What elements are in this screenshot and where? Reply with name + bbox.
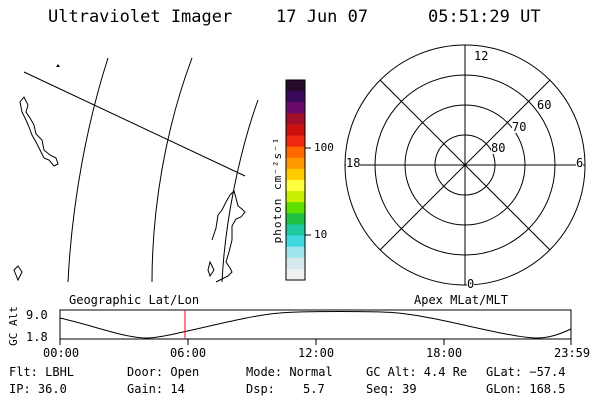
colorbar-cell — [286, 246, 305, 259]
date-label: 17 Jun 07 — [276, 7, 369, 27]
mlt-line-diag — [379, 79, 551, 251]
colorbar-cell — [286, 168, 305, 181]
colorbar-cell — [286, 91, 305, 103]
glat-status: GLat: −57.4 — [486, 365, 566, 379]
coastline — [211, 190, 246, 283]
colorbar-cell — [286, 202, 305, 214]
colorbar-cell — [286, 102, 305, 114]
colorbar-cell — [286, 157, 305, 170]
colorbar-cell — [286, 224, 305, 237]
door-status: Door: Open — [127, 365, 200, 379]
colorbar-cell — [286, 191, 305, 203]
timeline-frame — [59, 309, 572, 340]
mlt-label-0: 0 — [467, 277, 475, 291]
glon-status: GLon: 168.5 — [486, 382, 566, 396]
mlt-label-18: 18 — [346, 156, 361, 170]
colorbar-cell — [286, 257, 305, 270]
timeline-tick-label: 18:00 — [426, 346, 463, 360]
coastline — [19, 96, 59, 167]
lat-label-60: 60 — [537, 98, 552, 112]
colorbar-cell — [286, 113, 305, 126]
colorbar-cell — [286, 268, 305, 281]
colorbar-tick-label: 10 — [314, 228, 328, 241]
colorbar-cell — [286, 124, 305, 137]
map-grid-line — [67, 57, 109, 283]
colorbar-cell — [286, 235, 305, 248]
seq-status: Seq: 39 — [366, 382, 417, 396]
dsp-value: 5.7 — [303, 382, 325, 396]
map-grid-line — [151, 57, 193, 283]
colorbar-cell — [286, 180, 305, 192]
map-marker — [56, 64, 60, 67]
gc-alt-status: GC Alt: 4.4 Re — [366, 365, 468, 379]
dsp-label: Dsp: — [246, 382, 275, 396]
map-grid-line — [221, 99, 259, 283]
timeline-tick-label: 06:00 — [170, 346, 207, 360]
lat-label-70: 70 — [512, 120, 527, 134]
timeline-tick-label: 12:00 — [298, 346, 335, 360]
timeline-right-label: Apex MLat/MLT — [414, 293, 508, 307]
mode-status: Mode: Normal — [246, 365, 333, 379]
colorbar-gradient — [286, 80, 305, 281]
colorbar-cell — [286, 213, 305, 226]
filter-status: Flt: LBHL — [9, 365, 75, 379]
altitude-curve — [59, 311, 572, 339]
mlt-label-12: 12 — [474, 49, 489, 63]
mlt-label-6: 6 — [576, 156, 584, 170]
timeline-tick-label: 23:59 — [554, 346, 591, 360]
colorbar-cell — [286, 146, 305, 159]
ip-status: IP: 36.0 — [9, 382, 67, 396]
instrument-title: Ultraviolet Imager — [48, 7, 233, 27]
colorbar-cell — [286, 80, 305, 92]
colorbar-tick-label: 100 — [314, 141, 334, 154]
timeline-left-label: Geographic Lat/Lon — [69, 293, 200, 307]
colorbar-cell — [286, 135, 305, 148]
timeline-y-max: 9.0 — [26, 308, 48, 322]
colorbar-frame — [285, 79, 306, 281]
gain-status: Gain: 14 — [127, 382, 185, 396]
coastline — [207, 260, 215, 278]
lat-label-80: 80 — [491, 141, 506, 155]
timeline-y-min: 1.8 — [26, 330, 48, 344]
map-grid-line — [23, 71, 246, 177]
time-label: 05:51:29 UT — [428, 7, 541, 27]
coastline — [13, 265, 23, 282]
timeline-tick-label: 00:00 — [43, 346, 80, 360]
